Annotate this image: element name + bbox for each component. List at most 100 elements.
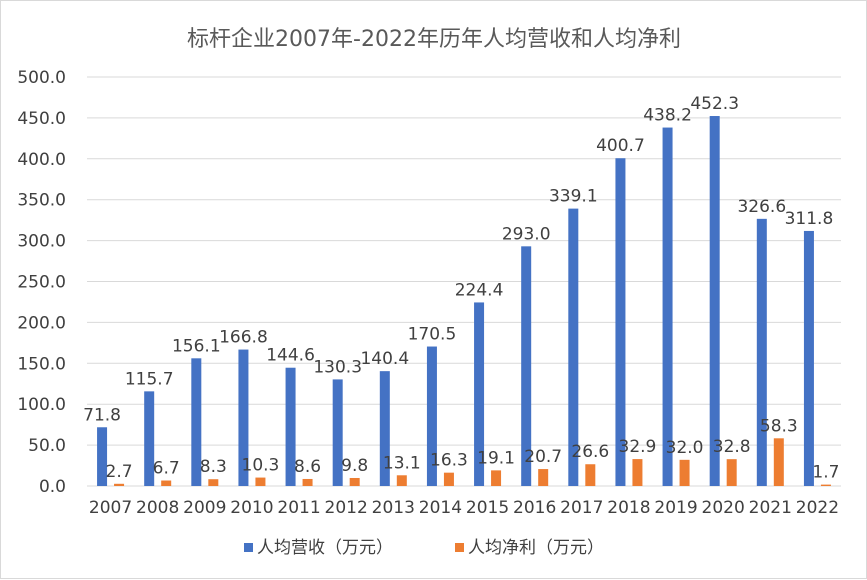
data-label-revenue: 326.6	[737, 197, 786, 217]
x-tick-label: 2013	[372, 498, 415, 518]
data-label-profit: 32.8	[713, 437, 751, 457]
bar-revenue	[238, 349, 249, 486]
data-label-profit: 8.6	[294, 457, 321, 477]
x-tick-label: 2007	[89, 498, 132, 518]
bar-revenue	[332, 379, 343, 486]
data-label-revenue: 339.1	[549, 187, 598, 207]
x-axis-ticks: 2007 2008 2009 2010 2011 2012 2013 2014 2015 2016…	[89, 498, 839, 518]
data-label-revenue: 452.3	[690, 94, 739, 114]
bar-revenue	[521, 246, 532, 486]
x-tick-label: 2016	[513, 498, 556, 518]
data-label-revenue: 144.6	[266, 346, 315, 366]
bar-profit	[726, 459, 737, 486]
data-label-profit: 20.7	[524, 447, 562, 467]
y-tick-label: 150.0	[17, 354, 66, 374]
x-tick-label: 2015	[466, 498, 509, 518]
bar-profit	[491, 470, 502, 486]
y-tick-label: 350.0	[17, 191, 66, 211]
legend: 人均营收（万元） 人均净利（万元）	[244, 538, 604, 558]
data-label-revenue: 166.8	[219, 328, 268, 348]
bar-revenue	[379, 371, 390, 486]
bar-revenue	[756, 218, 767, 487]
data-label-profit: 6.7	[153, 459, 180, 479]
bar-profit	[161, 480, 172, 486]
x-tick-label: 2012	[325, 498, 368, 518]
y-tick-label: 0.0	[39, 477, 66, 497]
bar-revenue	[474, 302, 485, 486]
data-label-revenue: 293.0	[502, 224, 551, 244]
y-tick-label: 200.0	[17, 313, 66, 333]
bar-profit	[396, 475, 407, 486]
bar-profit	[538, 469, 549, 486]
y-tick-label: 50.0	[28, 436, 66, 456]
bar-profit	[114, 483, 125, 486]
x-tick-label: 2018	[607, 498, 650, 518]
x-tick-label: 2019	[654, 498, 697, 518]
data-label-profit: 32.0	[666, 438, 704, 458]
bar-profit	[443, 472, 454, 486]
bar-revenue	[568, 208, 579, 486]
x-tick-label: 2010	[230, 498, 273, 518]
y-tick-label: 500.0	[17, 68, 66, 88]
data-label-revenue: 438.2	[643, 106, 692, 126]
data-label-profit: 26.6	[571, 442, 609, 462]
legend-label-profit: 人均净利（万元）	[468, 538, 604, 558]
data-label-revenue: 224.4	[455, 280, 504, 300]
bars	[97, 116, 831, 487]
bar-profit	[255, 477, 266, 486]
data-label-revenue: 170.5	[408, 325, 457, 345]
data-label-revenue: 311.8	[785, 209, 834, 229]
bar-profit	[632, 459, 643, 486]
legend-swatch-revenue	[244, 543, 253, 552]
y-tick-label: 250.0	[17, 273, 66, 293]
bar-revenue	[803, 230, 814, 486]
y-tick-label: 300.0	[17, 232, 66, 252]
chart-title: 标杆企业2007年-2022年历年人均营收和人均净利	[187, 27, 681, 52]
y-tick-label: 400.0	[17, 150, 66, 170]
data-label-profit: 19.1	[477, 448, 515, 468]
legend-swatch-profit	[455, 543, 464, 552]
data-label-profit: 8.3	[200, 457, 227, 477]
x-tick-label: 2008	[136, 498, 179, 518]
data-label-revenue: 156.1	[172, 336, 221, 356]
bar-revenue	[97, 427, 108, 486]
data-label-revenue: 130.3	[313, 357, 362, 377]
y-axis-ticks: 0.0 50.0 100.0 150.0 200.0 250.0 300.0 350.0 400…	[17, 68, 66, 497]
data-label-revenue: 140.4	[360, 349, 409, 369]
x-tick-label: 2011	[277, 498, 320, 518]
data-label-profit: 16.3	[430, 451, 468, 471]
bar-revenue	[285, 367, 296, 486]
data-label-revenue: 400.7	[596, 136, 645, 156]
bar-revenue	[615, 158, 626, 486]
bar-profit	[820, 484, 831, 486]
data-label-profit: 10.3	[242, 456, 280, 476]
x-tick-label: 2009	[183, 498, 226, 518]
data-label-revenue: 115.7	[125, 369, 174, 389]
bar-profit	[208, 479, 219, 486]
data-label-profit: 2.7	[106, 462, 133, 482]
x-tick-label: 2021	[749, 498, 792, 518]
bar-revenue	[191, 358, 202, 486]
bar-revenue	[709, 116, 720, 486]
data-label-revenue: 71.8	[83, 405, 121, 425]
data-label-profit: 9.8	[341, 456, 368, 476]
data-label-profit: 58.3	[760, 416, 798, 436]
bar-revenue	[144, 391, 155, 486]
x-tick-label: 2014	[419, 498, 462, 518]
x-tick-label: 2017	[560, 498, 603, 518]
data-label-profit: 32.9	[619, 437, 657, 457]
bar-profit	[585, 464, 596, 486]
data-label-profit: 13.1	[383, 453, 421, 473]
bar-profit	[773, 438, 784, 486]
bar-profit	[302, 478, 313, 486]
x-tick-label: 2022	[796, 498, 839, 518]
bar-profit	[349, 477, 360, 486]
data-labels: 71.8 2.7 115.7 6.7 156.1 8.3 166.8 10.3 144.6 8.6…	[83, 94, 839, 483]
legend-label-revenue: 人均营收（万元）	[257, 538, 393, 558]
y-tick-label: 100.0	[17, 395, 66, 415]
x-tick-label: 2020	[702, 498, 745, 518]
bar-revenue	[662, 127, 673, 486]
bar-revenue	[426, 346, 437, 486]
